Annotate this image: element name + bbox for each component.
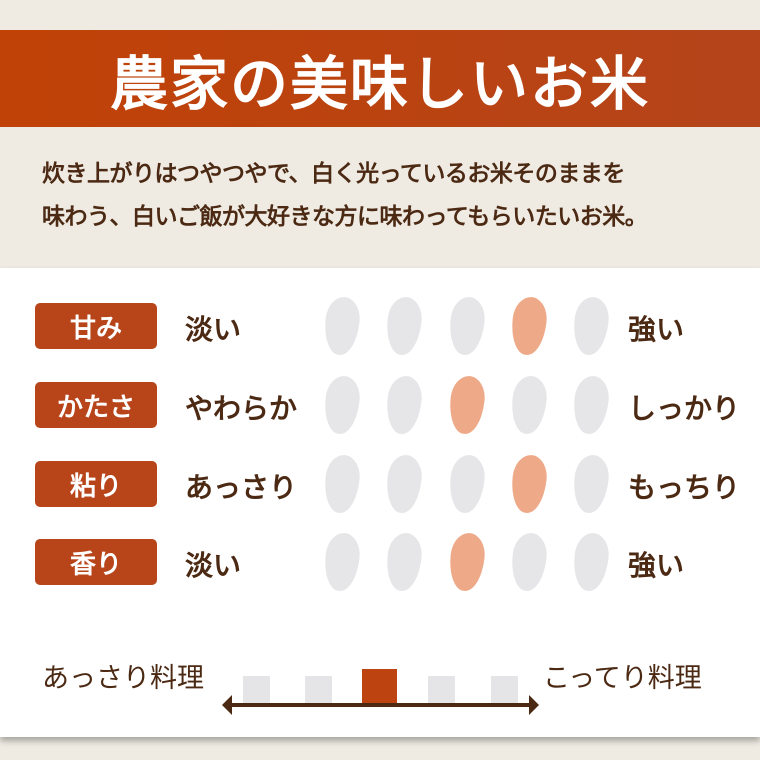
- scale-square: [305, 676, 332, 703]
- rice-grain-icon: [384, 453, 424, 515]
- taste-row: 香り 淡い 強い: [0, 531, 760, 593]
- rice-grain-icon-selected: [447, 374, 487, 436]
- rice-grain-icon: [447, 453, 487, 515]
- intro-line: 炊き上がりはつやつやで、白く光っているお米そのままを: [42, 161, 625, 187]
- scale-right-label: しっかり: [628, 392, 741, 425]
- taste-label: 粘り: [35, 461, 157, 507]
- scale-right-label: 強い: [628, 313, 685, 346]
- scale-right-label: 強い: [628, 549, 685, 582]
- rice-grain-icon: [384, 374, 424, 436]
- rice-grain-icon-selected: [509, 295, 549, 357]
- light-dish-label: あっさり料理: [42, 663, 204, 694]
- scale-right-label: もっちり: [628, 471, 741, 504]
- rice-grain-icon: [322, 531, 362, 593]
- rice-grain-icon: [322, 295, 362, 357]
- rice-grain-icon: [322, 374, 362, 436]
- scale-square: [428, 676, 455, 703]
- rice-grain-icon: [571, 531, 611, 593]
- taste-row: 甘み 淡い 強い: [0, 295, 760, 357]
- double-arrow-icon: [222, 695, 539, 715]
- rice-grain-icon: [322, 453, 362, 515]
- page-title: 農家の美味しいお米: [109, 49, 650, 118]
- rice-grain-icon: [447, 295, 487, 357]
- intro-text: 炊き上がりはつやつやで、白く光っているお米そのままを 味わう、白いご飯が大好きな…: [42, 153, 742, 239]
- scale-left-label: 淡い: [185, 313, 242, 346]
- rice-grain-icon-selected: [509, 453, 549, 515]
- rice-grain-icon: [509, 531, 549, 593]
- rice-grain-icon: [571, 374, 611, 436]
- intro-line: 味わう、白いご飯が大好きな方に味わってもらいたいお米。: [42, 204, 648, 230]
- scale-left-label: 淡い: [185, 549, 242, 582]
- taste-label: 香り: [35, 539, 157, 585]
- rice-grain-icon: [384, 295, 424, 357]
- rice-grain-icon: [571, 453, 611, 515]
- rice-grain-icon: [384, 531, 424, 593]
- rice-grain-icon-selected: [447, 531, 487, 593]
- taste-label: かたさ: [35, 382, 157, 428]
- scale-left-label: あっさり: [185, 471, 298, 504]
- taste-row: かたさ やわらか しっかり: [0, 374, 760, 436]
- scale-square: [243, 676, 270, 703]
- scale-square-selected: [362, 669, 397, 704]
- rich-dish-label: こってり料理: [543, 663, 702, 694]
- scale-left-label: やわらか: [185, 392, 298, 425]
- rice-grain-icon: [509, 374, 549, 436]
- taste-label: 甘み: [35, 303, 157, 349]
- scale-square: [491, 676, 518, 703]
- title-banner: 農家の美味しいお米: [0, 30, 760, 127]
- taste-row: 粘り あっさり もっちり: [0, 453, 760, 515]
- rice-grain-icon: [571, 295, 611, 357]
